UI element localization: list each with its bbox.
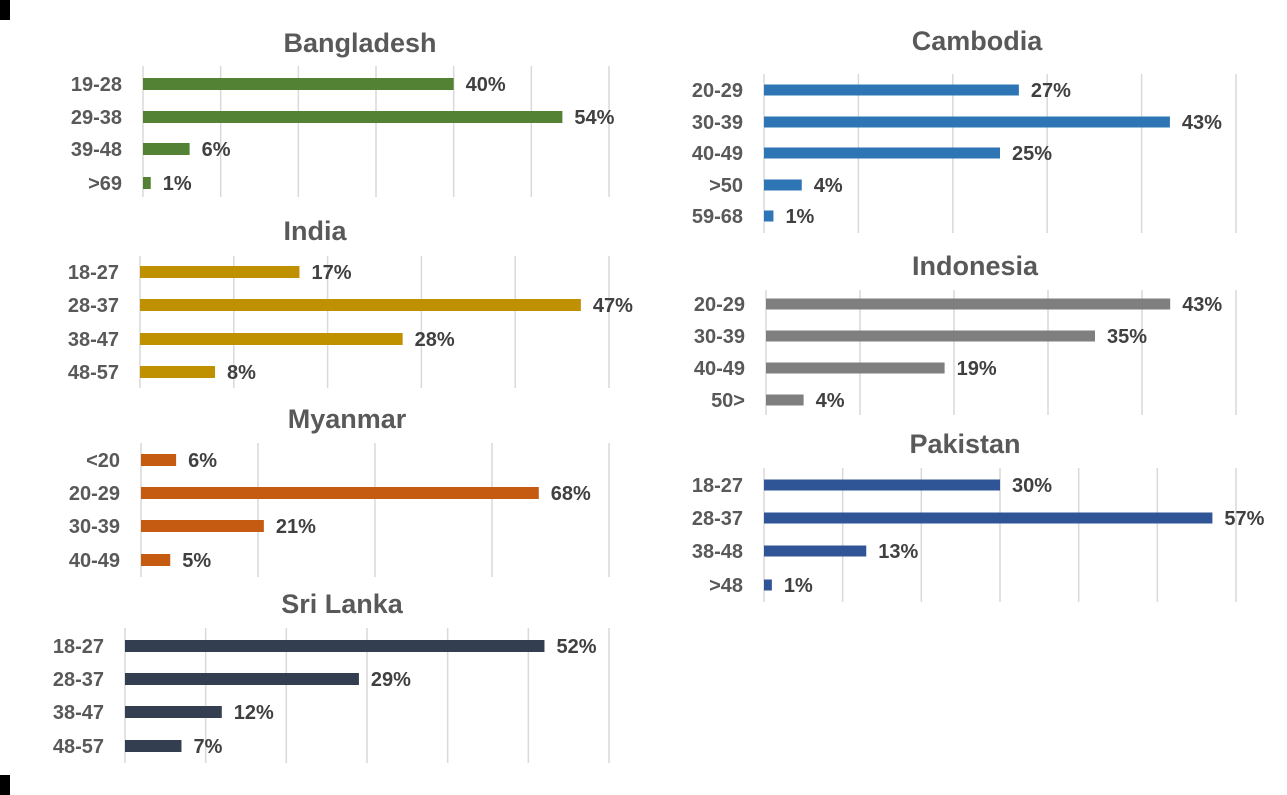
indonesia-category-label: 40-49 xyxy=(694,358,745,380)
bangladesh-category-label: >69 xyxy=(88,173,122,195)
pakistan-value-label: 57% xyxy=(1224,508,1264,530)
myanmar-chart-title: Myanmar xyxy=(288,404,407,434)
pakistan-bar xyxy=(764,545,867,557)
pakistan-bar xyxy=(764,479,1000,491)
myanmar-value-label: 5% xyxy=(182,550,211,572)
sri-lanka-category-label: 28-37 xyxy=(53,669,104,691)
cambodia-category-label: 20-29 xyxy=(692,80,743,102)
myanmar-value-label: 21% xyxy=(276,516,316,538)
cambodia-value-label: 43% xyxy=(1182,112,1222,134)
bangladesh-value-label: 6% xyxy=(202,139,231,161)
india-value-label: 17% xyxy=(311,262,351,284)
bangladesh-chart-title: Bangladesh xyxy=(283,28,436,58)
india-bar xyxy=(140,333,403,345)
indonesia-chart-title: Indonesia xyxy=(912,251,1039,281)
myanmar-value-label: 68% xyxy=(551,483,591,505)
corner-marker-bottom xyxy=(0,775,10,795)
bangladesh-bar xyxy=(143,177,151,189)
bangladesh-category-label: 19-28 xyxy=(71,74,122,96)
myanmar-category-label: 30-39 xyxy=(69,516,120,538)
india-category-label: 28-37 xyxy=(68,295,119,317)
cambodia-category-label: >50 xyxy=(709,175,743,197)
pakistan-category-label: >48 xyxy=(709,575,743,597)
cambodia-value-label: 1% xyxy=(785,206,814,228)
pakistan-category-label: 38-48 xyxy=(692,541,743,563)
sri-lanka-category-label: 38-47 xyxy=(53,702,104,724)
sri-lanka-category-label: 18-27 xyxy=(53,636,104,658)
cambodia-value-label: 27% xyxy=(1031,80,1071,102)
sri-lanka-value-label: 12% xyxy=(234,702,274,724)
cambodia-bar xyxy=(764,116,1170,128)
india-bar xyxy=(140,266,300,278)
indonesia-value-label: 4% xyxy=(816,390,845,412)
indonesia-value-label: 43% xyxy=(1182,294,1222,316)
sri-lanka-chart-title: Sri Lanka xyxy=(281,589,404,619)
myanmar-bar xyxy=(141,520,264,532)
indonesia-category-label: 50> xyxy=(711,390,745,412)
pakistan-category-label: 18-27 xyxy=(692,475,743,497)
sri-lanka-bar xyxy=(125,673,359,685)
corner-marker-top xyxy=(0,0,10,20)
indonesia-bar xyxy=(766,330,1095,342)
cambodia-bar xyxy=(764,147,1000,159)
pakistan-value-label: 1% xyxy=(784,575,813,597)
cambodia-category-label: 59-68 xyxy=(692,206,743,228)
myanmar-bar xyxy=(141,487,539,499)
indonesia-category-label: 20-29 xyxy=(694,294,745,316)
sri-lanka-bar xyxy=(125,640,545,652)
india-category-label: 48-57 xyxy=(68,362,119,384)
indonesia-value-label: 19% xyxy=(957,358,997,380)
india-bar xyxy=(140,299,581,311)
cambodia-bar xyxy=(764,84,1019,96)
myanmar-category-label: 20-29 xyxy=(69,483,120,505)
sri-lanka-bar xyxy=(125,706,222,718)
india-category-label: 18-27 xyxy=(68,262,119,284)
sri-lanka-value-label: 29% xyxy=(371,669,411,691)
sri-lanka-value-label: 52% xyxy=(556,636,596,658)
sri-lanka-category-label: 48-57 xyxy=(53,736,104,758)
cambodia-bar xyxy=(764,210,774,222)
cambodia-category-label: 40-49 xyxy=(692,143,743,165)
bangladesh-value-label: 54% xyxy=(574,107,614,129)
bangladesh-bar xyxy=(143,78,454,90)
myanmar-category-label: 40-49 xyxy=(69,550,120,572)
india-value-label: 28% xyxy=(415,329,455,351)
pakistan-bar xyxy=(764,512,1213,524)
bangladesh-value-label: 40% xyxy=(466,74,506,96)
pakistan-chart-title: Pakistan xyxy=(909,429,1020,459)
bangladesh-category-label: 29-38 xyxy=(71,107,122,129)
cambodia-value-label: 25% xyxy=(1012,143,1052,165)
pakistan-value-label: 30% xyxy=(1012,475,1052,497)
indonesia-value-label: 35% xyxy=(1107,326,1147,348)
indonesia-bar xyxy=(766,362,945,374)
bangladesh-bar xyxy=(143,143,190,155)
cambodia-chart-title: Cambodia xyxy=(912,26,1044,56)
cambodia-category-label: 30-39 xyxy=(692,112,743,134)
myanmar-value-label: 6% xyxy=(188,450,217,472)
myanmar-category-label: <20 xyxy=(86,450,120,472)
cambodia-value-label: 4% xyxy=(814,175,843,197)
pakistan-category-label: 28-37 xyxy=(692,508,743,530)
bangladesh-value-label: 1% xyxy=(163,173,192,195)
sri-lanka-bar xyxy=(125,740,182,752)
indonesia-bar xyxy=(766,298,1171,310)
cambodia-bar xyxy=(764,179,802,191)
bangladesh-category-label: 39-48 xyxy=(71,139,122,161)
myanmar-bar xyxy=(141,454,177,466)
india-value-label: 47% xyxy=(593,295,633,317)
indonesia-category-label: 30-39 xyxy=(694,326,745,348)
pakistan-bar xyxy=(764,579,772,591)
myanmar-bar xyxy=(141,554,171,566)
bangladesh-bar xyxy=(143,111,563,123)
india-chart-title: India xyxy=(283,216,347,246)
pakistan-value-label: 13% xyxy=(878,541,918,563)
india-bar xyxy=(140,366,216,378)
sri-lanka-value-label: 7% xyxy=(193,736,222,758)
indonesia-bar xyxy=(766,394,804,406)
india-category-label: 38-47 xyxy=(68,329,119,351)
india-value-label: 8% xyxy=(227,362,256,384)
